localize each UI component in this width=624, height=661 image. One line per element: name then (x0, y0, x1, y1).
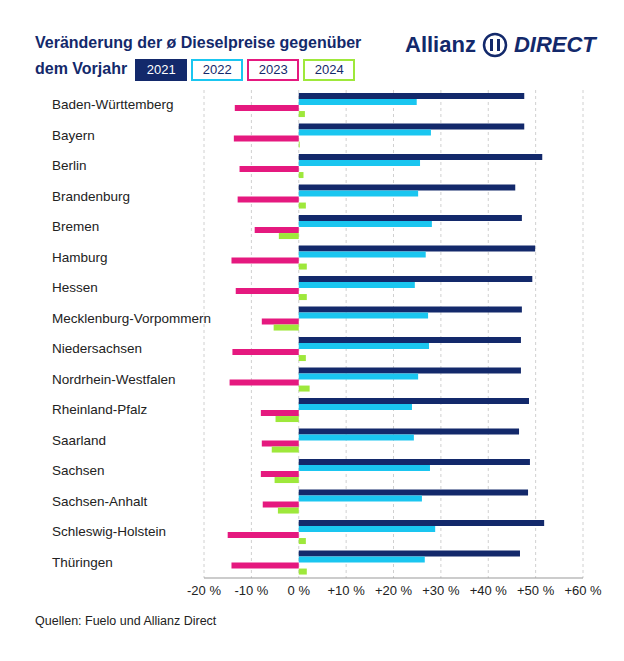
html-text:2022: 2022 (202, 61, 232, 77)
svg-text:+60 %: +60 % (564, 583, 602, 598)
svg-text:Bayern: Bayern (52, 128, 95, 143)
svg-text:Mecklenburg-Vorpommern: Mecklenburg-Vorpommern (52, 311, 211, 326)
svg-text:-10 %: -10 % (234, 583, 268, 598)
html-text:2021: 2021 (146, 61, 176, 77)
svg-text:Hessen: Hessen (52, 280, 98, 295)
svg-text:Nordrhein-Westfalen: Nordrhein-Westfalen (52, 372, 176, 387)
svg-text:Niedersachsen: Niedersachsen (52, 341, 142, 356)
svg-text:Brandenburg: Brandenburg (52, 189, 130, 204)
html-text:Veränderung der ø Dieselpreise: Veränderung der ø Dieselpreise gegenüber… (35, 34, 362, 77)
svg-text:+30 %: +30 % (422, 583, 460, 598)
svg-text:Saarland: Saarland (52, 433, 106, 448)
html-text:DIRECT: DIRECT (513, 32, 596, 57)
svg-text:+20 %: +20 % (375, 583, 413, 598)
svg-text:Thüringen: Thüringen (52, 555, 113, 570)
svg-text:Rheinland-Pfalz: Rheinland-Pfalz (52, 402, 148, 417)
svg-text:-20 %: -20 % (187, 583, 221, 598)
html-text:2024: 2024 (314, 61, 344, 77)
svg-text:+50 %: +50 % (517, 583, 555, 598)
svg-text:0 %: 0 % (288, 583, 311, 598)
html-text:Quellen: Fuelo und Allianz Dir: Quellen: Fuelo und Allianz Direct (35, 614, 217, 628)
svg-text:+40 %: +40 % (470, 583, 508, 598)
svg-text:Sachsen-Anhalt: Sachsen-Anhalt (52, 494, 148, 509)
html-text:2023: 2023 (258, 61, 288, 77)
svg-text:Schleswig-Holstein: Schleswig-Holstein (52, 524, 166, 539)
svg-text:Sachsen: Sachsen (52, 463, 105, 478)
svg-text:Hamburg: Hamburg (52, 250, 108, 265)
html-text:Allianz: Allianz (405, 32, 476, 57)
svg-text:Bremen: Bremen (52, 219, 99, 234)
svg-text:Berlin: Berlin (52, 158, 87, 173)
svg-text:+10 %: +10 % (328, 583, 366, 598)
svg-text:Baden-Württemberg: Baden-Württemberg (52, 97, 174, 112)
